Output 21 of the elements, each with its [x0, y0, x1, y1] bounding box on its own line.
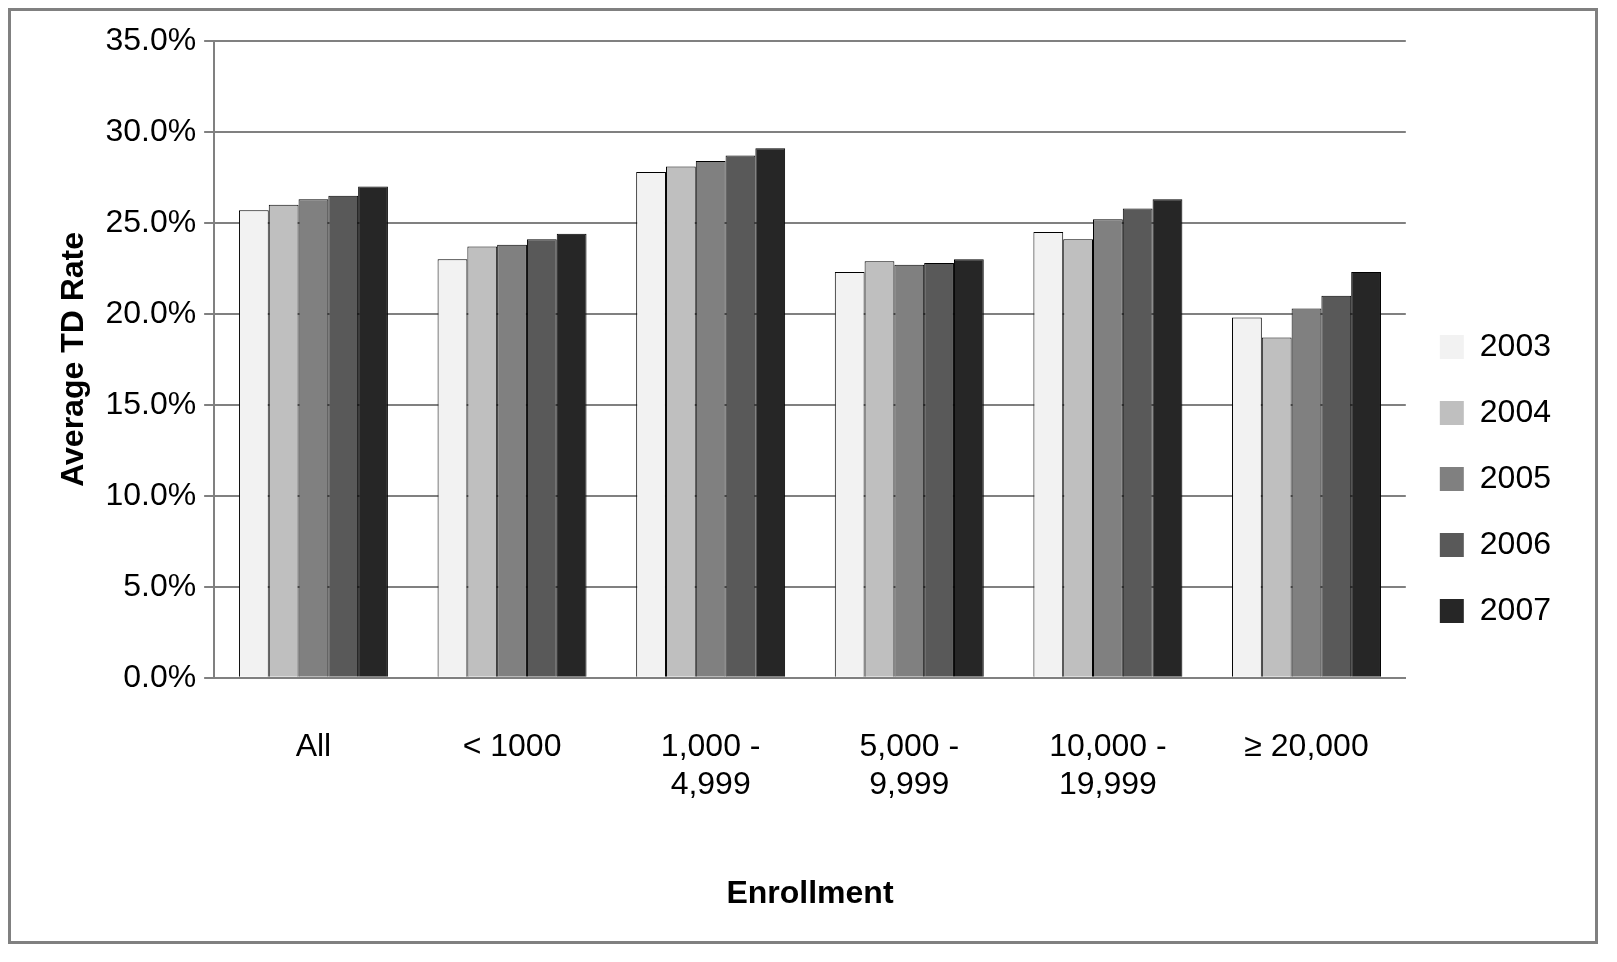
- x-tick-label: ≥ 20,000: [1244, 726, 1369, 763]
- y-tick-label: 5.0%: [123, 566, 197, 603]
- legend-label: 2005: [1479, 458, 1551, 495]
- y-tick-label: 30.0%: [105, 111, 197, 148]
- legend-label: 2004: [1479, 392, 1551, 429]
- y-tick-label: 20.0%: [105, 293, 197, 330]
- x-axis-title: Enrollment: [726, 873, 894, 910]
- legend-label: 2003: [1479, 326, 1551, 363]
- y-tick-label: 10.0%: [105, 475, 197, 512]
- x-tick-label: 10,000 - 19,999: [1049, 726, 1167, 802]
- y-axis-title: Average TD Rate: [54, 231, 91, 487]
- x-tick-label: 1,000 - 4,999: [660, 726, 761, 802]
- legend-label: 2007: [1479, 590, 1551, 627]
- y-tick-label: 35.0%: [105, 20, 197, 57]
- x-tick-label: All: [295, 726, 332, 763]
- y-tick-label: 0.0%: [123, 657, 197, 694]
- y-tick-label: 25.0%: [105, 202, 197, 239]
- x-tick-label: < 1000: [462, 726, 562, 763]
- y-tick-label: 15.0%: [105, 384, 197, 421]
- legend-label: 2006: [1479, 524, 1551, 561]
- x-tick-label: 5,000 - 9,999: [859, 726, 960, 802]
